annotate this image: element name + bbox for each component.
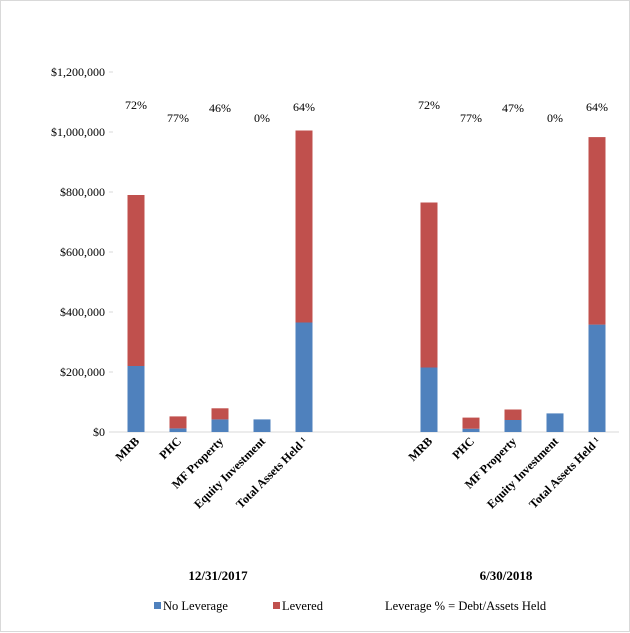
x-category-label: MRB	[112, 434, 142, 464]
bar-no-leverage	[420, 367, 438, 432]
leverage-pct-label: 0%	[547, 111, 563, 125]
bar-no-leverage	[253, 419, 271, 432]
bar-levered	[295, 130, 313, 323]
y-tick-label: $0	[93, 425, 105, 439]
legend-swatch-levered	[273, 602, 280, 609]
legend-label: Levered	[282, 599, 324, 613]
y-tick-label: $1,000,000	[51, 125, 105, 139]
bar-levered	[504, 409, 522, 420]
x-category-label: MRB	[405, 434, 435, 464]
bar-levered	[462, 417, 480, 429]
y-tick-label: $600,000	[60, 245, 105, 259]
bar-no-leverage	[127, 366, 145, 432]
leverage-pct-label: 72%	[418, 98, 440, 112]
bar-levered	[127, 195, 145, 366]
x-category-label: Equity Investment	[484, 434, 561, 511]
x-category-label: Total Assets Held ¹	[526, 434, 603, 511]
bar-no-leverage	[504, 420, 522, 432]
bar-levered	[588, 137, 606, 325]
bar-no-leverage	[169, 428, 187, 432]
leverage-pct-label: 47%	[502, 101, 524, 115]
leverage-pct-label: 0%	[254, 111, 270, 125]
group-label: 6/30/2018	[480, 568, 533, 583]
bar-levered	[420, 202, 438, 368]
legend-label: No Leverage	[163, 599, 228, 613]
x-category-label: PHC	[449, 434, 477, 462]
bar-no-leverage	[295, 322, 313, 432]
bar-no-leverage	[546, 413, 564, 432]
x-category-label: PHC	[156, 434, 184, 462]
bar-no-leverage	[211, 419, 229, 432]
legend-note: Leverage % = Debt/Assets Held	[385, 599, 547, 613]
bar-no-leverage	[462, 428, 480, 432]
y-tick-label: $400,000	[60, 305, 105, 319]
leverage-pct-label: 46%	[209, 101, 231, 115]
bar-no-leverage	[588, 324, 606, 432]
leverage-pct-label: 72%	[125, 98, 147, 112]
y-tick-label: $1,200,000	[51, 65, 105, 79]
y-tick-label: $800,000	[60, 185, 105, 199]
bar-levered	[169, 416, 187, 429]
legend-swatch-no-leverage	[154, 602, 161, 609]
leverage-pct-label: 64%	[586, 100, 608, 114]
x-category-label: Equity Investment	[191, 434, 268, 511]
leverage-pct-label: 77%	[460, 111, 482, 125]
leverage-pct-label: 77%	[167, 111, 189, 125]
y-tick-label: $200,000	[60, 365, 105, 379]
leverage-pct-label: 64%	[293, 100, 315, 114]
group-label: 12/31/2017	[188, 568, 248, 583]
x-category-label: Total Assets Held ¹	[233, 434, 310, 511]
bar-levered	[211, 408, 229, 420]
